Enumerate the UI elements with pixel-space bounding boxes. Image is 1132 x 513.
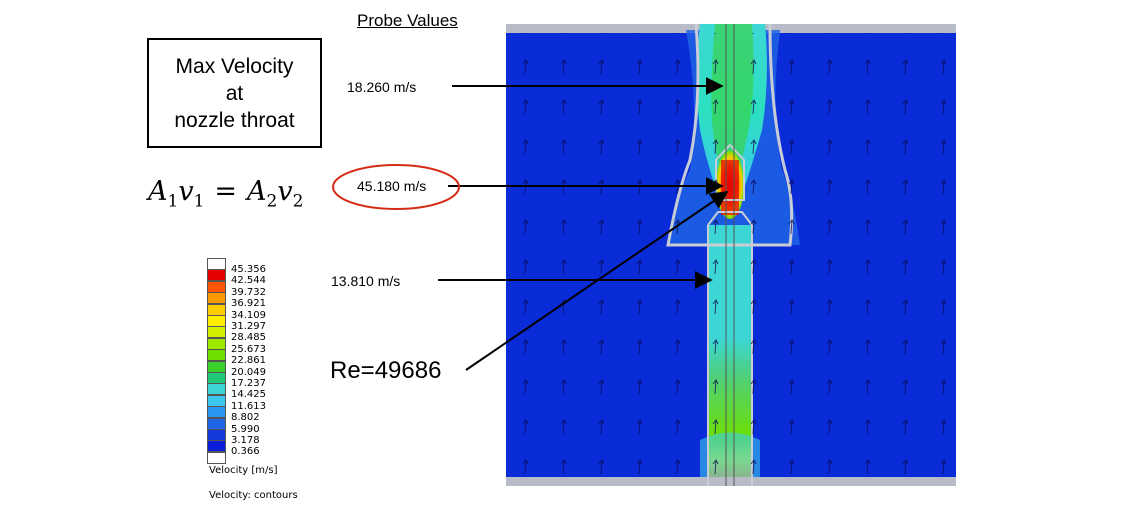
eq-v2: v	[277, 176, 293, 207]
eq-sign: =	[214, 176, 238, 207]
probe-value-lower: 13.810 m/s	[331, 273, 401, 289]
info-line: nozzle throat	[174, 108, 295, 132]
legend-value: 20.049	[231, 366, 266, 378]
eq-v1: v	[178, 176, 194, 207]
legend-value: 11.613	[231, 400, 266, 412]
probe-value-top: 18.260 m/s	[347, 79, 417, 95]
legend-value: 22.861	[231, 355, 266, 367]
legend-value: 36.921	[231, 298, 266, 310]
legend-value: 42.544	[231, 275, 266, 287]
legend-value: 45.356	[231, 264, 266, 275]
legend-value: 28.485	[231, 332, 266, 344]
probe-value-throat: 45.180 m/s	[357, 178, 427, 194]
legend-value: 34.109	[231, 309, 266, 321]
legend-value: 31.297	[231, 321, 266, 332]
legend-value: 0.366	[231, 446, 260, 458]
legend-unit: Velocity [m/s]	[209, 465, 278, 476]
highlight-ellipse	[332, 164, 460, 210]
info-line: Max Velocity	[175, 54, 294, 78]
eq-sub: 1	[193, 191, 205, 212]
legend-value: 8.802	[231, 412, 260, 424]
reynolds-number: Re=49686	[330, 357, 442, 384]
continuity-equation: A1v1 = A2v2	[148, 176, 303, 211]
eq-a1: A	[148, 176, 168, 207]
info-line: at	[225, 81, 244, 105]
bottom-wall	[506, 477, 956, 486]
eq-sub: 2	[292, 191, 304, 212]
legend-value: 5.990	[231, 423, 260, 435]
reynolds-arrow	[465, 190, 729, 371]
legend-value: 14.425	[231, 389, 266, 401]
legend-value: 25.673	[231, 343, 266, 355]
legend-value: 3.178	[231, 435, 260, 446]
legend-value: 39.732	[231, 286, 266, 298]
probe-values-title: Probe Values	[357, 11, 458, 30]
legend-swatch	[207, 451, 226, 464]
eq-sub: 2	[266, 191, 278, 212]
legend-caption: Velocity: contours	[209, 490, 298, 501]
max-velocity-box: Max Velocity at nozzle throat	[147, 38, 322, 148]
eq-sub: 1	[167, 191, 179, 212]
eq-a2: A	[247, 176, 267, 207]
legend-value: 17.237	[231, 378, 266, 389]
